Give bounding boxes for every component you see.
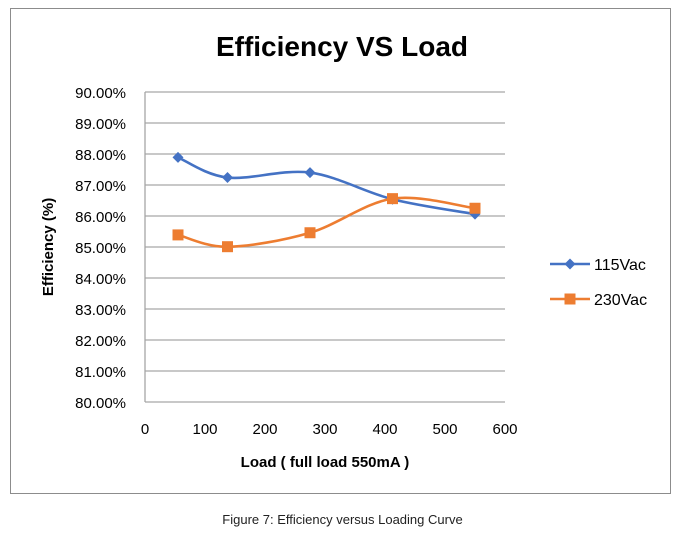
legend-label-115Vac: 115Vac [594,257,646,274]
y-tick-label: 83.00% [75,302,126,319]
legend-marker-230Vac [564,293,576,305]
y-tick-label: 84.00% [75,271,126,288]
figure-caption: Figure 7: Efficiency versus Loading Curv… [222,512,463,527]
data-point-115Vac [304,167,316,179]
x-tick-label: 200 [252,421,277,438]
data-point-230Vac [387,193,398,205]
data-point-230Vac [304,227,316,239]
y-tick-label: 90.00% [75,85,126,102]
series-line-115Vac [177,156,476,216]
legend-marker-115Vac [564,258,576,270]
y-tick-label: 82.00% [75,333,126,350]
x-tick-label: 600 [492,421,517,438]
y-tick-label: 85.00% [75,240,126,257]
y-tick-label: 88.00% [75,147,126,164]
y-axis-label: Efficiency (%) [40,198,57,296]
y-tick-label: 89.00% [75,116,126,133]
data-point-115Vac [172,151,184,163]
y-tick-label: 81.00% [75,364,126,381]
x-tick-label: 0 [141,421,149,438]
x-tick-label: 100 [192,421,217,438]
series-line-230Vac [177,196,476,248]
chart-frame [10,8,671,494]
data-point-230Vac [172,229,184,241]
x-tick-label: 300 [312,421,337,438]
y-tick-label: 86.00% [75,209,126,226]
x-tick-label: 500 [432,421,457,438]
data-point-230Vac [469,202,481,214]
y-tick-label: 87.00% [75,178,126,195]
y-tick-label: 80.00% [75,395,126,412]
chart-title: Efficiency VS Load [216,31,468,62]
x-tick-label: 400 [372,421,397,438]
x-axis-label: Load ( full load 550mA ) [241,454,410,471]
legend-label-230Vac: 230Vac [594,292,647,309]
data-point-115Vac [222,172,233,184]
data-point-230Vac [222,241,233,253]
